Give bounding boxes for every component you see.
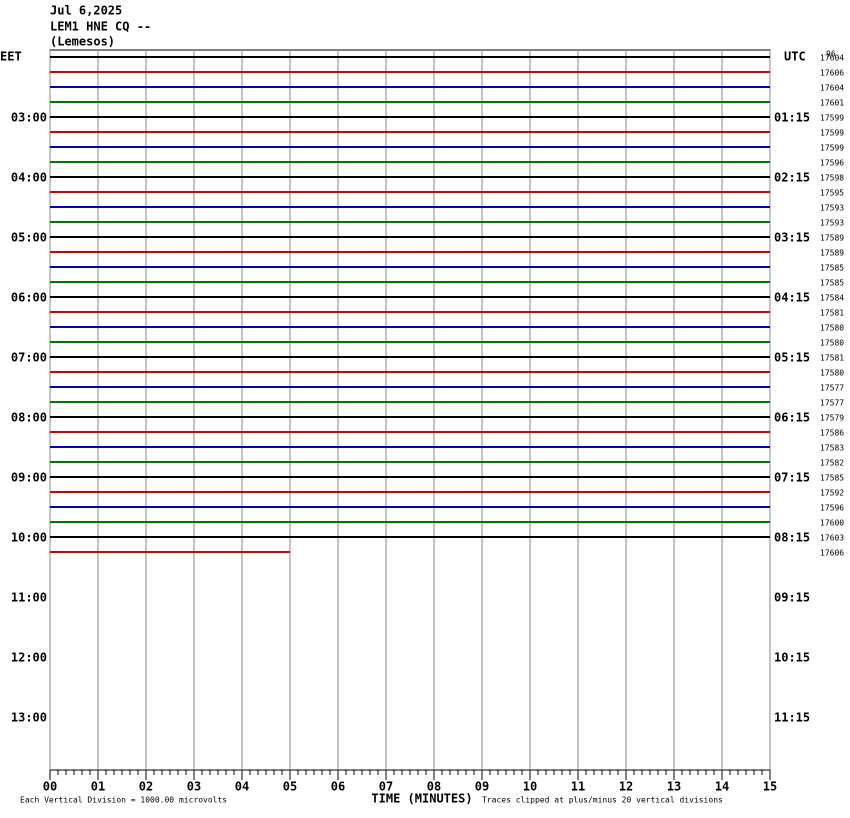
left-time-label: 11:00 <box>11 591 47 605</box>
location: (Lemesos) <box>50 35 115 49</box>
x-tick-label: 12 <box>619 780 633 794</box>
trace-count: 17585 <box>820 279 844 288</box>
trace-count: 17606 <box>820 69 844 78</box>
x-tick-label: 13 <box>667 780 681 794</box>
right-time-label: 09:15 <box>774 591 810 605</box>
trace-count: 17577 <box>820 384 844 393</box>
right-time-label: 05:15 <box>774 351 810 365</box>
left-time-label: 12:00 <box>11 651 47 665</box>
right-time-label: 02:15 <box>774 171 810 185</box>
trace-count: 17599 <box>820 144 844 153</box>
right-time-label: 10:15 <box>774 651 810 665</box>
x-tick-label: 05 <box>283 780 297 794</box>
x-tick-label: 01 <box>91 780 105 794</box>
right-time-label: 08:15 <box>774 531 810 545</box>
trace-count: 17600 <box>820 519 844 528</box>
trace-count: 17589 <box>820 249 844 258</box>
x-tick-label: 11 <box>571 780 585 794</box>
x-tick-label: 15 <box>763 780 777 794</box>
station: LEM1 HNE CQ -- <box>50 20 151 34</box>
trace-count: 17577 <box>820 399 844 408</box>
trace-count: 17585 <box>820 474 844 483</box>
trace-count: 17599 <box>820 129 844 138</box>
x-tick-label: 00 <box>43 780 57 794</box>
left-time-label: 05:00 <box>11 231 47 245</box>
left-time-label: 07:00 <box>11 351 47 365</box>
date: Jul 6,2025 <box>50 4 122 18</box>
right-time-label: 01:15 <box>774 111 810 125</box>
left-time-label: 13:00 <box>11 711 47 725</box>
left-time-label: 08:00 <box>11 411 47 425</box>
right-time-label: 07:15 <box>774 471 810 485</box>
trace-count: 17593 <box>820 219 844 228</box>
trace-count: 17585 <box>820 264 844 273</box>
trace-count: 17580 <box>820 369 844 378</box>
trace-count: 17586 <box>820 429 844 438</box>
x-tick-label: 06 <box>331 780 345 794</box>
left-time-label: 03:00 <box>11 111 47 125</box>
trace-count: 17598 <box>820 174 844 183</box>
trace-count: 17581 <box>820 309 844 318</box>
trace-count: 17595 <box>820 189 844 198</box>
x-tick-label: 09 <box>475 780 489 794</box>
trace-count: 17606 <box>820 549 844 558</box>
scale-note: Each Vertical Division = 1000.00 microvo… <box>20 796 227 805</box>
trace-count: 17604 <box>820 54 844 63</box>
left-time-label: 06:00 <box>11 291 47 305</box>
right-zone: UTC <box>784 50 806 64</box>
trace-count: 17596 <box>820 504 844 513</box>
left-time-label: 09:00 <box>11 471 47 485</box>
trace-count: 17604 <box>820 84 844 93</box>
plot-frame <box>49 49 771 771</box>
trace-count: 17580 <box>820 339 844 348</box>
trace-count: 17579 <box>820 414 844 423</box>
trace-count: 17603 <box>820 534 844 543</box>
left-time-label: 10:00 <box>11 531 47 545</box>
left-time-label: 04:00 <box>11 171 47 185</box>
x-tick-label: 08 <box>427 780 441 794</box>
trace-count: 17599 <box>820 114 844 123</box>
trace-count: 17596 <box>820 159 844 168</box>
x-tick-label: 10 <box>523 780 537 794</box>
trace-count: 17601 <box>820 99 844 108</box>
x-tick-label: 03 <box>187 780 201 794</box>
trace-count: 17593 <box>820 204 844 213</box>
right-time-label: 04:15 <box>774 291 810 305</box>
trace-count: 17592 <box>820 489 844 498</box>
x-tick-label: 14 <box>715 780 729 794</box>
x-tick-label: 07 <box>379 780 393 794</box>
corner-label: 96 <box>826 50 836 59</box>
x-axis-label: TIME (MINUTES) <box>371 792 472 806</box>
left-zone: EET <box>0 50 22 64</box>
right-time-label: 06:15 <box>774 411 810 425</box>
right-time-label: 03:15 <box>774 231 810 245</box>
clip-note: Traces clipped at plus/minus 20 vertical… <box>482 796 723 805</box>
x-tick-label: 04 <box>235 780 249 794</box>
trace-count: 17581 <box>820 354 844 363</box>
trace-count: 17589 <box>820 234 844 243</box>
x-tick-label: 02 <box>139 780 153 794</box>
right-time-label: 11:15 <box>774 711 810 725</box>
trace-count: 17584 <box>820 294 844 303</box>
trace-count: 17583 <box>820 444 844 453</box>
trace-count: 17582 <box>820 459 844 468</box>
trace-count: 17580 <box>820 324 844 333</box>
